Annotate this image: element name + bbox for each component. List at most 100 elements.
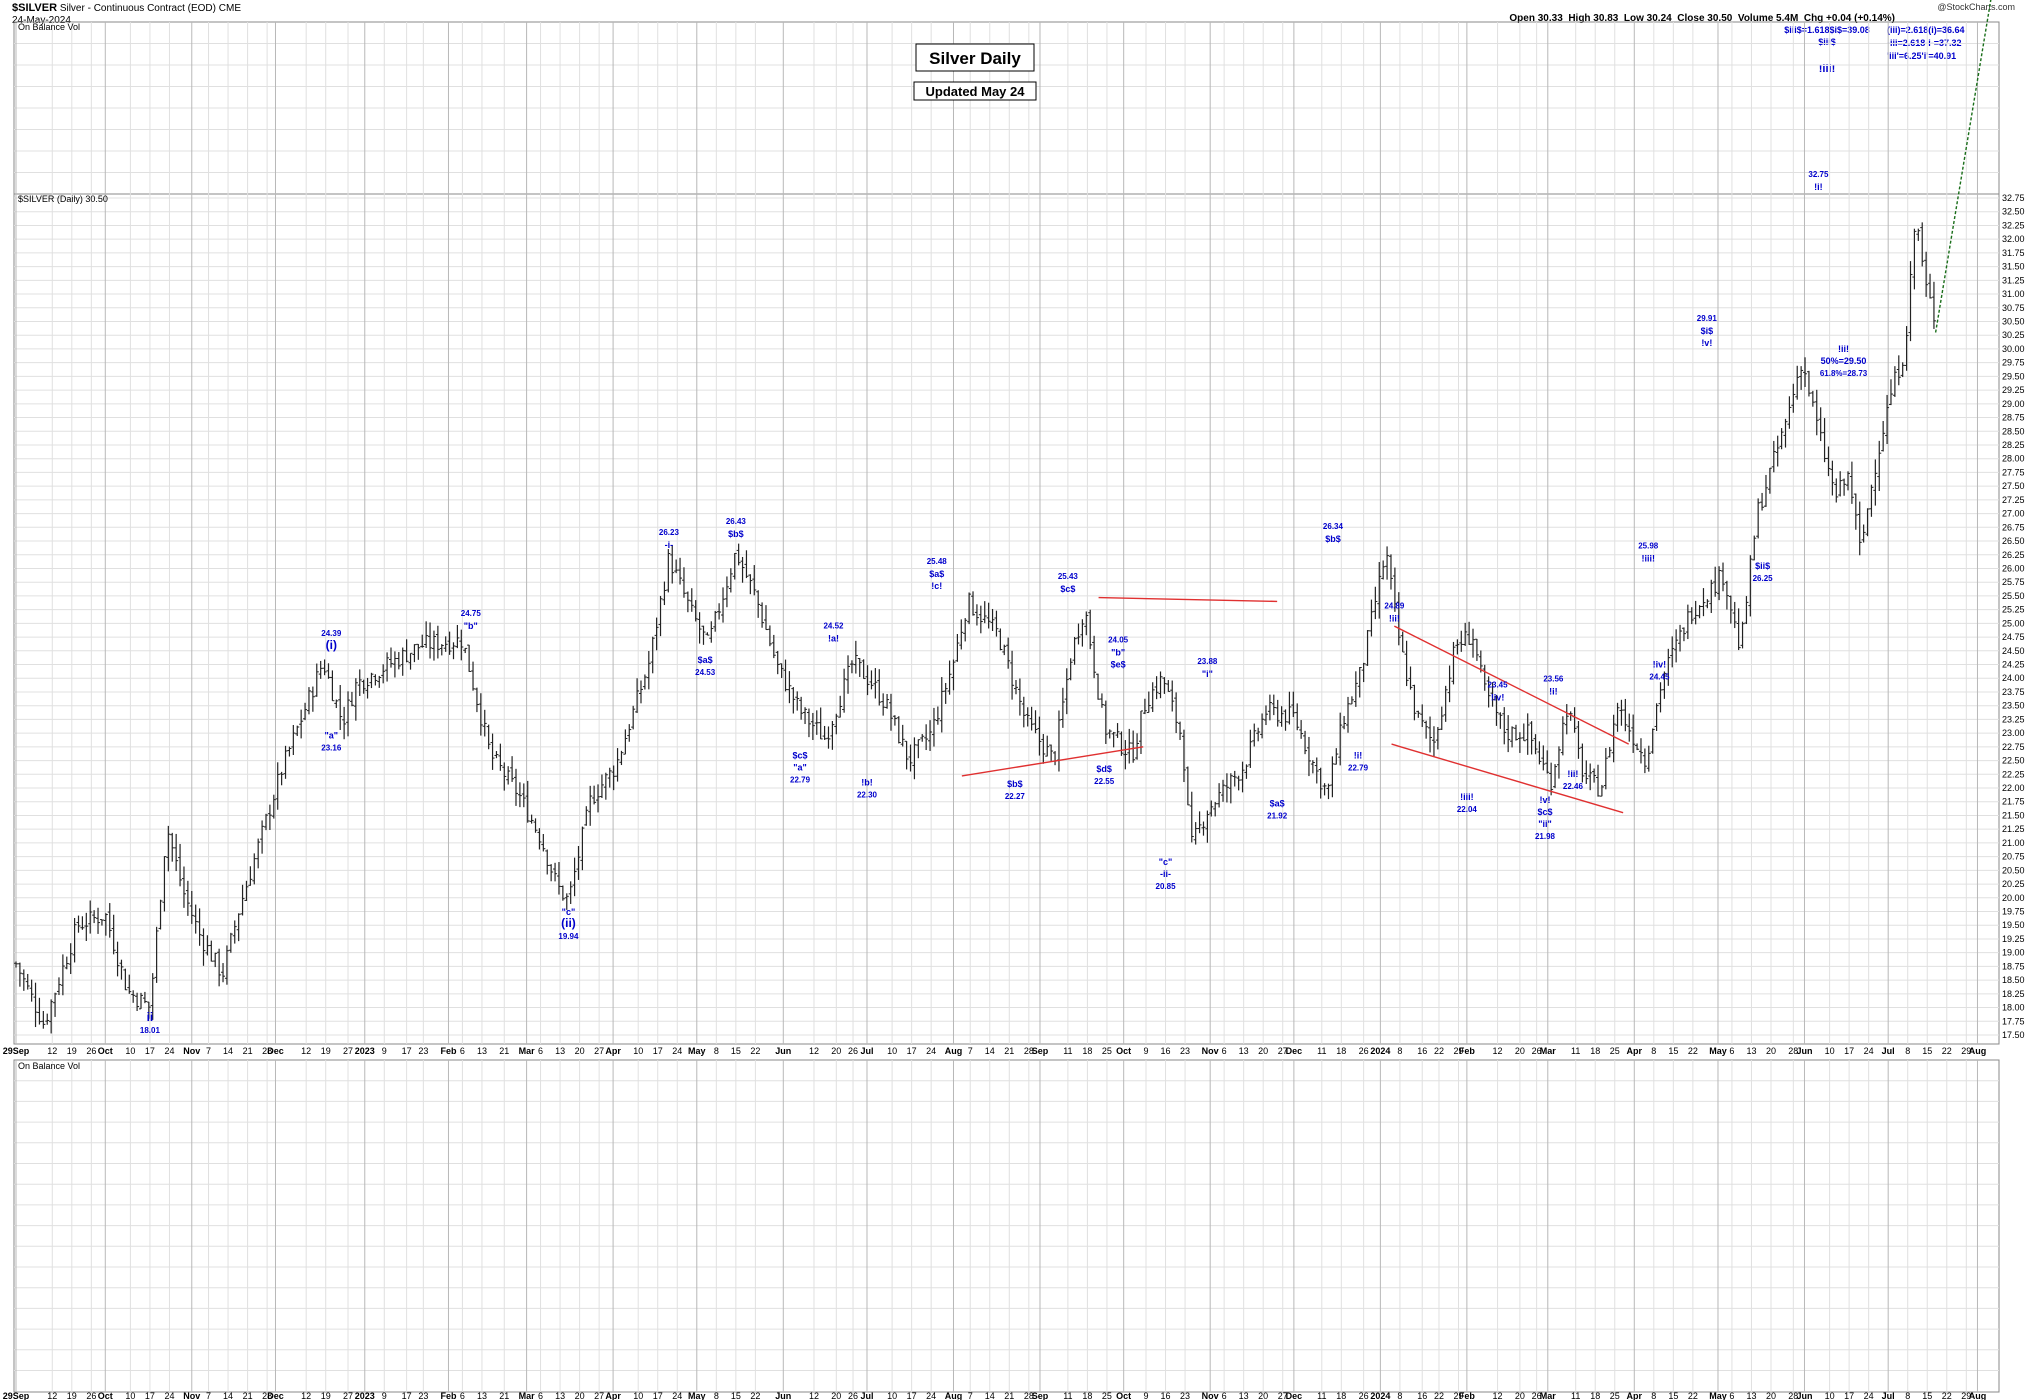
- x-tick-label: 26: [1359, 1391, 1369, 1400]
- x-tick-label: Nov: [183, 1046, 200, 1056]
- y-tick-label: 27.25: [2002, 495, 2025, 505]
- x-tick-label: 25: [1610, 1046, 1620, 1056]
- x-tick-label: Mar: [1540, 1046, 1557, 1056]
- y-tick-label: 29.50: [2002, 371, 2025, 381]
- wave-label: $c$: [1537, 807, 1552, 817]
- low-value: Low 30.24: [1623, 13, 1672, 24]
- x-tick-label: 8: [1397, 1391, 1402, 1400]
- price-label: 24.52: [823, 622, 844, 631]
- y-tick-label: 17.75: [2002, 1016, 2025, 1026]
- x-tick-label: 10: [125, 1046, 135, 1056]
- wave-label: $a$: [1270, 798, 1285, 808]
- x-tick-label: 28: [262, 1391, 272, 1400]
- x-tick-label: 26: [1359, 1046, 1369, 1056]
- x-tick-label: Aug: [945, 1046, 963, 1056]
- wave-label: $ii$: [1755, 561, 1770, 571]
- wave-label: $b$: [1007, 779, 1023, 789]
- x-tick-label: 15: [731, 1391, 741, 1400]
- x-tick-label: 19: [67, 1391, 77, 1400]
- wave-label: ii: [147, 1010, 154, 1024]
- x-tick-label: 2024: [1370, 1046, 1390, 1056]
- x-tick-label: 13: [555, 1046, 565, 1056]
- x-tick-label: 12: [1493, 1391, 1503, 1400]
- x-tick-label: 26: [1532, 1046, 1542, 1056]
- x-tick-label: 27: [594, 1046, 604, 1056]
- x-tick-label: 7: [206, 1046, 211, 1056]
- x-tick-label: 10: [633, 1391, 643, 1400]
- x-tick-label: 20: [1766, 1391, 1776, 1400]
- y-tick-label: 23.75: [2002, 687, 2025, 697]
- price-label: 24.89: [1384, 601, 1405, 610]
- x-tick-label: Sep: [1032, 1046, 1049, 1056]
- y-tick-label: 21.50: [2002, 810, 2025, 820]
- x-tick-label: 23: [418, 1391, 428, 1400]
- x-tick-label: Jun: [1796, 1391, 1812, 1400]
- x-tick-label: Apr: [605, 1046, 621, 1056]
- top-indicator-label: On Balance Vol: [18, 22, 80, 32]
- x-tick-label: 12: [47, 1391, 57, 1400]
- chart-title: Silver Daily: [929, 49, 1021, 68]
- x-tick-label: Mar: [519, 1046, 536, 1056]
- price-label: 23.45: [1488, 680, 1509, 689]
- y-tick-label: 32.25: [2002, 220, 2025, 230]
- x-tick-label: 17: [1844, 1046, 1854, 1056]
- x-tick-label: 12: [47, 1046, 57, 1056]
- x-tick-label: 13: [477, 1046, 487, 1056]
- wave-label: $d$: [1096, 764, 1112, 774]
- wave-label: !i!: [1354, 751, 1363, 761]
- y-tick-label: 24.25: [2002, 660, 2025, 670]
- x-tick-label: 6: [538, 1046, 543, 1056]
- x-tick-label: Dec: [1286, 1046, 1303, 1056]
- x-tick-label: 6: [460, 1391, 465, 1400]
- x-tick-label: 8: [714, 1046, 719, 1056]
- x-tick-label: 9: [382, 1391, 387, 1400]
- x-tick-label: Feb: [1459, 1391, 1476, 1400]
- price-label: 22.79: [1348, 764, 1369, 773]
- x-tick-label: May: [688, 1046, 706, 1056]
- y-tick-label: 22.75: [2002, 742, 2025, 752]
- x-tick-label: 28: [1024, 1391, 1034, 1400]
- x-tick-label: 10: [1825, 1391, 1835, 1400]
- y-tick-label: 28.25: [2002, 440, 2025, 450]
- high-value: High 30.83: [1568, 13, 1619, 24]
- y-tick-label: 23.00: [2002, 728, 2025, 738]
- x-tick-label: 28: [1024, 1046, 1034, 1056]
- x-tick-label: 16: [1417, 1391, 1427, 1400]
- wave-label: !a!: [828, 634, 839, 644]
- updated-label: Updated May 24: [926, 84, 1026, 99]
- x-tick-label: Jun: [775, 1391, 791, 1400]
- x-tick-label: 18: [1336, 1391, 1346, 1400]
- x-tick-label: Jun: [775, 1046, 791, 1056]
- price-label: 26.43: [726, 517, 747, 526]
- y-tick-label: 32.75: [2002, 193, 2025, 203]
- x-tick-label: 22: [750, 1046, 760, 1056]
- x-tick-label: 15: [1922, 1391, 1932, 1400]
- x-tick-label: 20: [1258, 1391, 1268, 1400]
- x-tick-label: 24: [672, 1046, 682, 1056]
- x-tick-label: 24: [164, 1391, 174, 1400]
- x-tick-label: 10: [887, 1391, 897, 1400]
- exchange: CME: [218, 3, 241, 14]
- price-label: 23.56: [1543, 674, 1564, 683]
- x-tick-label: 13: [555, 1391, 565, 1400]
- x-tick-label: 18: [1336, 1046, 1346, 1056]
- x-tick-label: 24: [672, 1391, 682, 1400]
- x-tick-label: Oct: [98, 1391, 113, 1400]
- price-label: 21.92: [1267, 811, 1288, 820]
- ohlc-readout: Open 30.33 High 30.83 Low 30.24 Close 30…: [1509, 13, 1895, 24]
- x-tick-label: 18: [1590, 1046, 1600, 1056]
- x-tick-label: 8: [1905, 1046, 1910, 1056]
- x-tick-label: 15: [1668, 1391, 1678, 1400]
- x-tick-label: 20: [575, 1391, 585, 1400]
- x-tick-label: 20: [1515, 1046, 1525, 1056]
- x-tick-label: 23: [1180, 1046, 1190, 1056]
- x-tick-label: 6: [460, 1046, 465, 1056]
- x-tick-label: 22: [1434, 1046, 1444, 1056]
- x-tick-label: 20: [575, 1046, 585, 1056]
- x-tick-label: 26: [848, 1391, 858, 1400]
- x-tick-label: 29: [1453, 1046, 1463, 1056]
- price-label: 24.39: [321, 629, 342, 638]
- x-tick-label: 12: [301, 1391, 311, 1400]
- y-tick-label: 21.75: [2002, 797, 2025, 807]
- open-value: Open 30.33: [1509, 13, 1563, 24]
